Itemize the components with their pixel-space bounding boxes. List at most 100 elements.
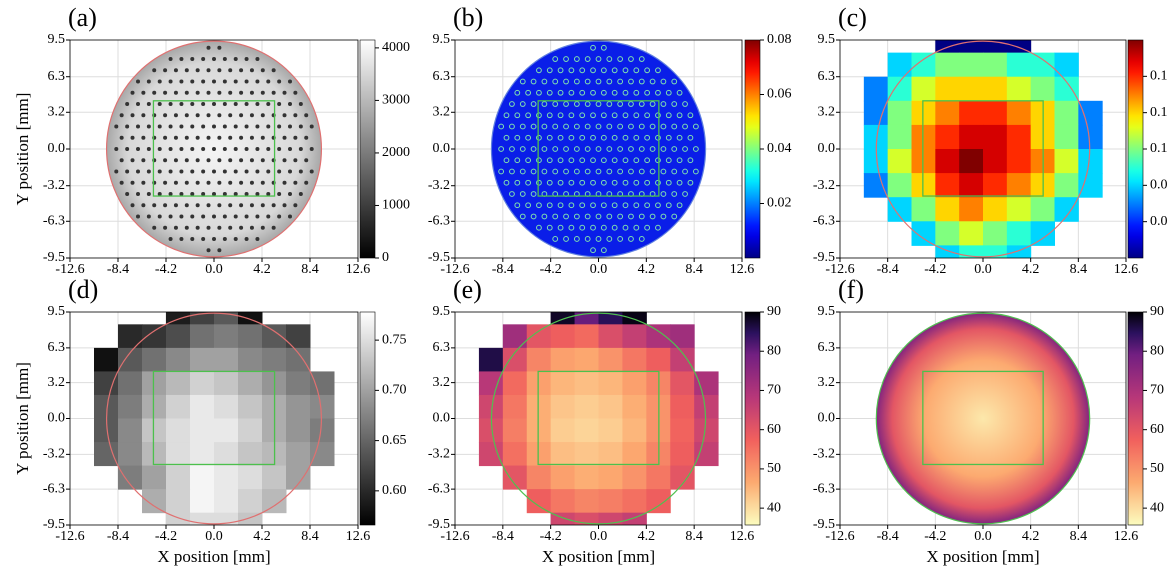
heatmap-cell: [983, 52, 1008, 78]
spot: [293, 158, 298, 163]
x-tick-label: -12.6: [825, 529, 854, 544]
spot: [255, 214, 260, 219]
spot: [573, 146, 580, 152]
heatmap-cell: [935, 76, 960, 102]
spot: [228, 203, 233, 208]
spot: [141, 90, 146, 95]
plot-area: [840, 40, 1126, 258]
spot: [249, 180, 254, 185]
heatmap-cell: [1030, 76, 1055, 102]
x-tick-label: -12.6: [55, 529, 84, 544]
y-tick-label: -6.3: [813, 214, 835, 229]
spot: [282, 158, 287, 163]
spot: [298, 169, 303, 174]
spot: [179, 191, 184, 196]
colorbar-tick-label: 40: [767, 500, 781, 515]
colorbar-tick-label: 50: [767, 461, 781, 476]
spot: [201, 79, 206, 84]
x-tick-label: 8.4: [301, 262, 319, 277]
spot: [277, 79, 282, 84]
spot: [568, 157, 575, 164]
spot: [228, 90, 233, 95]
spot: [157, 147, 162, 151]
spot: [611, 67, 618, 74]
heatmap-cell: [550, 347, 576, 372]
spot: [546, 202, 553, 209]
colorbar-tick-label: 0.08: [767, 32, 792, 47]
spot: [573, 168, 580, 175]
spot: [541, 123, 548, 130]
spot: [233, 191, 238, 196]
spot: [692, 168, 699, 175]
heatmap-cell: [622, 442, 647, 467]
spot: [244, 102, 249, 107]
spot: [277, 147, 282, 151]
spot: [260, 180, 265, 185]
spot: [114, 124, 119, 129]
spot: [617, 236, 624, 242]
spot: [590, 247, 596, 254]
spot: [168, 124, 173, 129]
spot: [573, 213, 580, 220]
spot: [633, 202, 640, 209]
spot: [644, 157, 651, 164]
heatmap-cell: [1054, 197, 1079, 222]
spot: [557, 224, 564, 231]
spot: [552, 213, 559, 220]
spot: [660, 101, 667, 107]
spot: [298, 191, 303, 196]
y-tick-label: 9.5: [818, 304, 836, 319]
spot: [606, 213, 613, 220]
spot: [676, 134, 683, 141]
spot: [146, 102, 151, 107]
x-tick-label: 0.0: [974, 262, 992, 277]
heatmap-cell: [214, 418, 239, 443]
colorbar-tick-label: 0.60: [382, 483, 407, 498]
heatmap-cell: [526, 489, 552, 514]
y-tick-label: 3.2: [818, 375, 836, 390]
heatmap-cell: [1030, 52, 1055, 78]
spot: [519, 191, 526, 197]
spot: [293, 180, 298, 185]
spot: [573, 56, 580, 62]
spot: [173, 225, 178, 230]
heatmap-cell: [959, 100, 984, 126]
spot: [288, 169, 292, 174]
spot: [606, 236, 613, 242]
spot: [195, 90, 200, 95]
x-tick-label: 8.4: [685, 262, 703, 277]
y-tick-label: -3.2: [43, 178, 65, 193]
heatmap-cell: [118, 394, 143, 419]
spot: [260, 225, 265, 230]
heatmap-cell: [166, 371, 191, 396]
spot: [682, 168, 688, 175]
spot: [546, 89, 553, 96]
spot: [288, 147, 292, 151]
spot: [239, 68, 244, 73]
spot: [206, 248, 211, 253]
heatmap-cell: [526, 418, 552, 443]
spot: [141, 180, 146, 185]
spot: [638, 236, 645, 242]
spot: [173, 68, 178, 73]
heatmap-cell: [959, 173, 984, 198]
spot: [239, 113, 244, 118]
spot: [212, 124, 216, 129]
colorbar-tick-label: 80: [1150, 343, 1164, 358]
heatmap-cell: [646, 489, 671, 514]
spot: [552, 78, 559, 85]
y-tick-label: -3.2: [428, 447, 450, 462]
spot: [282, 180, 287, 185]
y-tick-label: -3.2: [813, 447, 835, 462]
x-tick-label: 8.4: [301, 529, 319, 544]
heatmap-cell: [646, 465, 671, 490]
y-tick-label: 0.0: [433, 411, 451, 426]
heatmap-cell: [911, 100, 936, 126]
spot: [184, 135, 189, 140]
spot: [260, 90, 265, 95]
spot: [503, 112, 510, 119]
spot: [687, 179, 694, 186]
spot: [655, 224, 661, 231]
heatmap-cell: [190, 347, 215, 372]
